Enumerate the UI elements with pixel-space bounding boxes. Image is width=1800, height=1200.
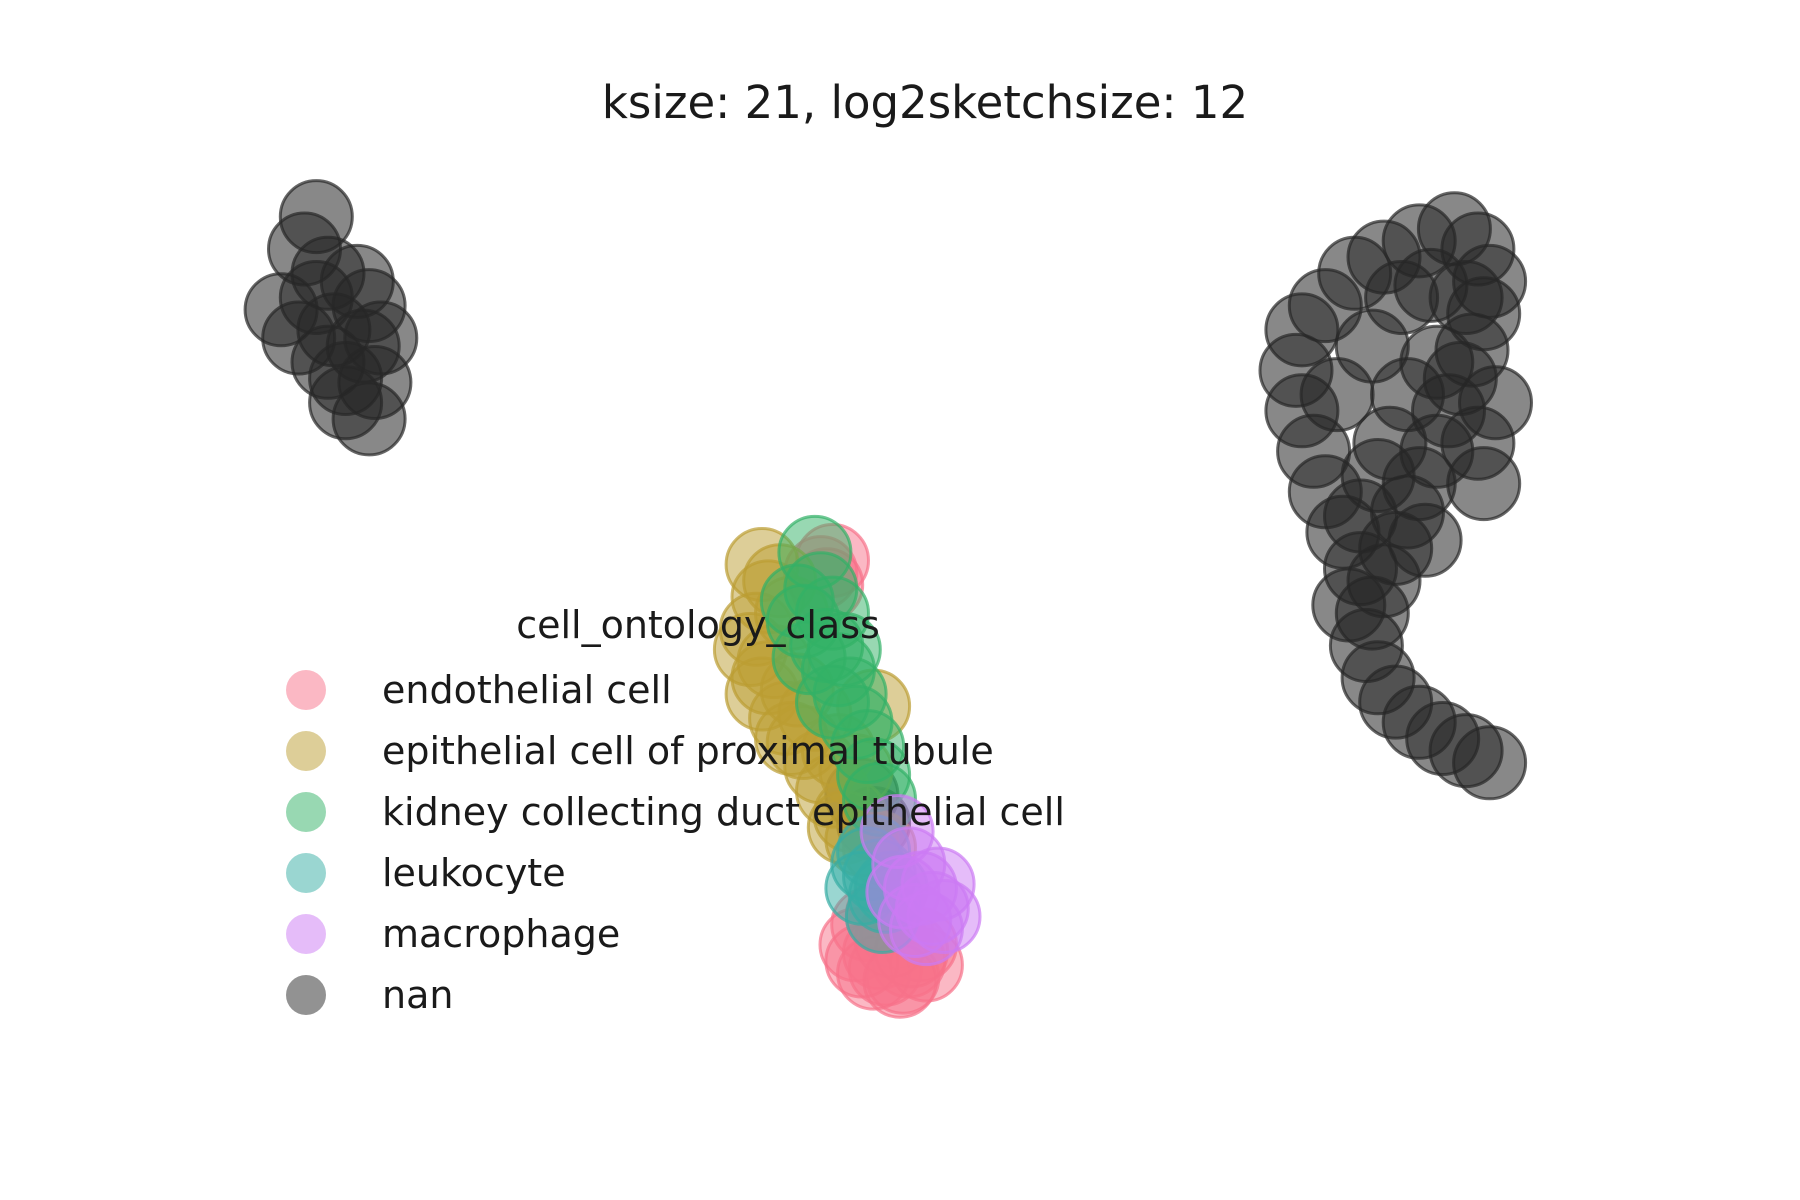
legend-label-endothelial-cell: endothelial cell	[382, 668, 672, 712]
legend-marker-macrophage	[286, 914, 326, 954]
legend-marker-endothelial-cell	[286, 670, 326, 710]
point-kidney-collecting-duct-epithelial-cell	[795, 664, 870, 740]
point-nan	[343, 300, 419, 376]
legend-marker-leukocyte	[286, 853, 326, 893]
legend-label-kidney-collecting-duct-epithelial-cell: kidney collecting duct epithelial cell	[382, 790, 1065, 834]
legend-label-epithelial-cell-of-proximal-tubule: epithelial cell of proximal tubule	[382, 729, 994, 773]
point-nan	[1446, 446, 1522, 522]
legend-marker-epithelial-cell-of-proximal-tubule	[286, 731, 326, 771]
point-macrophage	[859, 794, 935, 869]
legend-label-leukocyte: leukocyte	[382, 851, 566, 895]
point-nan	[1458, 365, 1533, 441]
legend: cell_ontology_class endothelial cell epit…	[286, 603, 1065, 1017]
point-macrophage	[906, 879, 982, 954]
scatter-points-layer	[243, 179, 1533, 1019]
legend-label-nan: nan	[382, 973, 453, 1017]
legend-marker-kidney-collecting-duct-epithelial-cell	[286, 792, 326, 832]
point-nan	[1452, 725, 1528, 801]
legend-marker-nan	[286, 975, 326, 1015]
legend-label-macrophage: macrophage	[382, 912, 620, 956]
point-nan	[1311, 567, 1387, 643]
point-nan	[1323, 478, 1398, 554]
point-nan	[278, 260, 354, 335]
point-nan	[308, 365, 384, 441]
point-nan	[1428, 260, 1504, 335]
legend-title: cell_ontology_class	[516, 603, 880, 647]
point-nan	[1399, 324, 1475, 400]
point-kidney-collecting-duct-epithelial-cell	[759, 563, 835, 639]
point-nan	[1387, 502, 1463, 578]
chart-title: ksize: 21, log2sketchsize: 12	[602, 76, 1248, 129]
